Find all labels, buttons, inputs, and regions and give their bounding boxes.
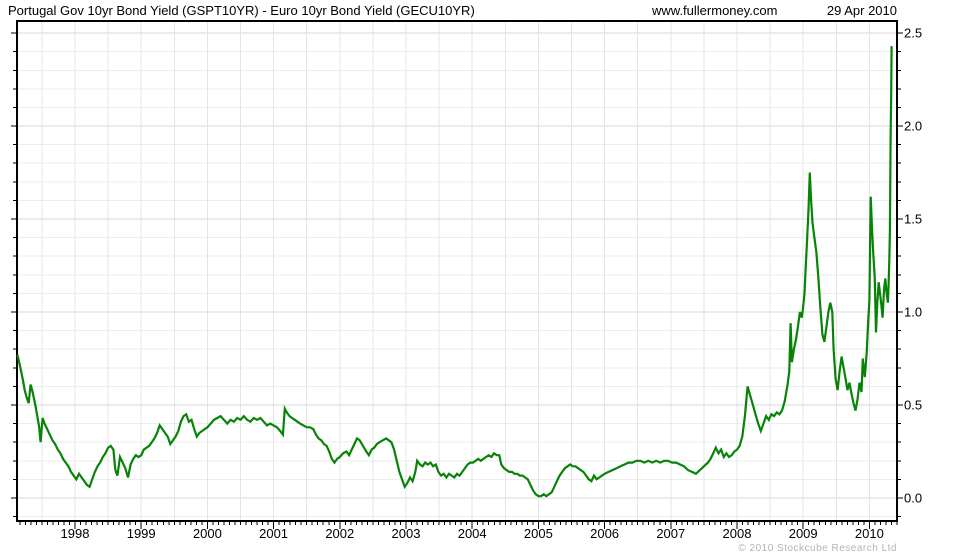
x-axis-label-2007: 2007: [656, 526, 686, 541]
x-axis-label-2000: 2000: [192, 526, 222, 541]
x-axis-label-1999: 1999: [126, 526, 156, 541]
yield-spread-line: [16, 46, 893, 498]
page-title: Portugal Gov 10yr Bond Yield (GSPT10YR) …: [8, 3, 475, 18]
x-axis-label-2004: 2004: [457, 526, 487, 541]
x-axis-label-2005: 2005: [523, 526, 553, 541]
x-axis-label-2001: 2001: [259, 526, 289, 541]
site-url: www.fullermoney.com: [652, 3, 778, 18]
y-axis-label-2.5: 2.5: [904, 25, 923, 41]
x-axis-label-2003: 2003: [391, 526, 421, 541]
date-label: 29 Apr 2010: [826, 3, 897, 18]
x-axis-label-2006: 2006: [590, 526, 620, 541]
x-axis-label-2002: 2002: [325, 526, 355, 541]
y-axis-label-2.0: 2.0: [904, 118, 923, 134]
y-axis-label-0.0: 0.0: [904, 490, 923, 506]
x-axis-label-2010: 2010: [854, 526, 884, 541]
x-axis-label-2008: 2008: [722, 526, 752, 541]
plot-frame: [16, 20, 898, 522]
gridlines-horizontal: [17, 32, 897, 518]
copyright-text: © 2010 Stockcube Research Ltd: [738, 543, 897, 554]
x-axis-label-1998: 1998: [60, 526, 90, 541]
y-axis-label-0.5: 0.5: [904, 397, 923, 413]
y-axis-label-1.0: 1.0: [904, 304, 923, 320]
gridlines-vertical: [41, 21, 870, 521]
y-axis-label-1.5: 1.5: [904, 211, 923, 227]
x-axis-label-2009: 2009: [788, 526, 818, 541]
